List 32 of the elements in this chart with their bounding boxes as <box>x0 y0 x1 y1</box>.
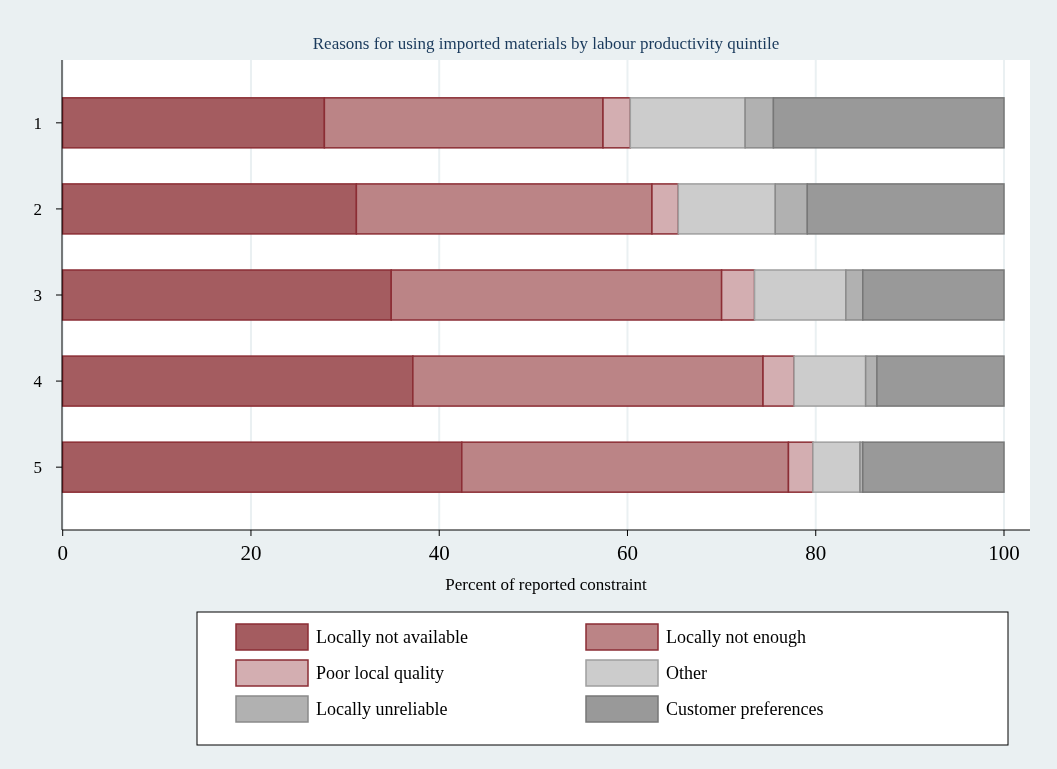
bar <box>629 97 746 149</box>
chart-title: Reasons for using imported materials by labour productivity quintile <box>312 34 780 53</box>
x-tick-label: 80 <box>805 541 827 565</box>
y-tick-label: 4 <box>33 372 43 392</box>
x-tick-label: 60 <box>616 541 638 565</box>
x-tick-label: 100 <box>988 541 1020 565</box>
legend-label: Locally unreliable <box>316 699 448 719</box>
legend-label: Locally not available <box>316 627 468 647</box>
x-tick-label: 0 <box>57 541 68 565</box>
y-tick-label: 5 <box>33 458 42 478</box>
bar <box>862 269 1005 321</box>
x-tick-label: 40 <box>428 541 450 565</box>
bar <box>812 441 861 493</box>
y-tick-label: 2 <box>33 199 42 219</box>
bar <box>876 355 1005 407</box>
y-tick-label: 1 <box>33 113 42 133</box>
bar <box>677 183 777 235</box>
bar <box>753 269 847 321</box>
bar <box>774 183 809 235</box>
bar <box>845 269 864 321</box>
x-axis-title: Percent of reported constraint <box>445 575 648 594</box>
legend-label: Locally not enough <box>666 627 806 647</box>
bar <box>772 97 1005 149</box>
legend-label: Other <box>666 663 707 683</box>
bar <box>744 97 775 149</box>
legend-label: Poor local quality <box>316 663 444 683</box>
bar <box>793 355 867 407</box>
bar <box>806 183 1005 235</box>
bar <box>862 441 1005 493</box>
x-tick-label: 20 <box>240 541 262 565</box>
legend-label: Customer preferences <box>666 699 824 719</box>
y-tick-label: 3 <box>33 286 42 305</box>
